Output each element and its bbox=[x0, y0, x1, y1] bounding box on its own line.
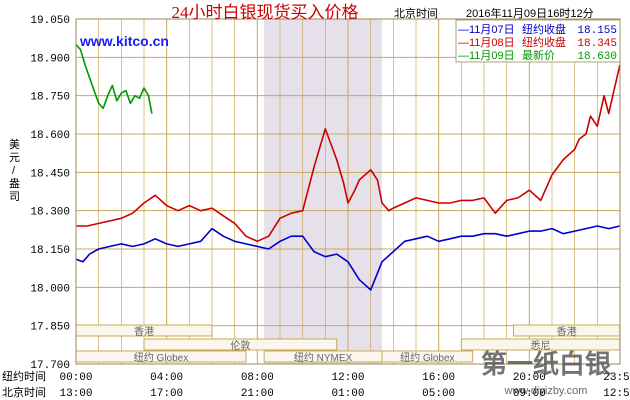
y-axis-label: 美元/盎司 bbox=[9, 138, 20, 203]
y-tick-label: 18.600 bbox=[30, 130, 70, 142]
series-line-11月09日 bbox=[75, 44, 153, 114]
ny-time-tick: 04:00 bbox=[150, 372, 183, 384]
series-line-11月07日 bbox=[75, 225, 620, 291]
bj-time-tick: 12:59 bbox=[603, 388, 630, 400]
market-session-label: 纽约 Globex bbox=[400, 351, 454, 364]
market-session-label: 纽约 NYMEX bbox=[294, 351, 353, 364]
chart-title: 24小时白银现货买入价格 bbox=[172, 3, 359, 22]
price-series bbox=[75, 44, 621, 291]
y-tick-label: 17.850 bbox=[30, 322, 70, 334]
legend-box bbox=[455, 19, 621, 63]
ny-time-tick: 12:00 bbox=[331, 372, 364, 384]
legend-value: 18.345 bbox=[577, 38, 617, 50]
y-tick-label: 18.450 bbox=[30, 168, 70, 180]
y-tick-label: 18.900 bbox=[30, 53, 70, 65]
market-session-bar bbox=[143, 338, 338, 351]
timezone-label: 北京时间 bbox=[394, 6, 438, 20]
ny-time-tick: 20:00 bbox=[513, 372, 546, 384]
market-session-bar bbox=[381, 350, 474, 363]
y-tick-label: 18.750 bbox=[30, 92, 70, 104]
legend-label: 纽约收盘 bbox=[522, 35, 566, 49]
plot-frame bbox=[75, 18, 621, 365]
ny-time-tick: 08:00 bbox=[241, 372, 274, 384]
ny-time-tick: 16:00 bbox=[422, 372, 455, 384]
y-tick-label: 18.300 bbox=[30, 207, 70, 219]
watermark-logo-text: 第一纸白银 bbox=[481, 349, 612, 379]
bj-time-tick: 21:00 bbox=[241, 388, 274, 400]
chart-grid bbox=[75, 18, 621, 365]
legend-date: —11月08日 bbox=[458, 37, 515, 49]
legend-value: 18.155 bbox=[577, 25, 617, 37]
bj-time-tick: 13:00 bbox=[59, 388, 92, 400]
bj-time-tick: 05:00 bbox=[422, 388, 455, 400]
market-session-label: 伦敦 bbox=[230, 339, 250, 352]
ny-time-tick: 00:00 bbox=[59, 372, 92, 384]
datetime-label: 2016年11月09日16时12分 bbox=[466, 6, 594, 20]
watermark: 第一纸白银 www.diyizby.com bbox=[481, 349, 612, 397]
ny-time-row-label: 纽约时间 bbox=[2, 369, 46, 383]
market-session-label: 悉尼 bbox=[531, 340, 551, 352]
legend-value: 18.630 bbox=[577, 51, 617, 63]
market-session-label: 纽约 Globex bbox=[134, 351, 188, 364]
bj-time-tick: 09:00 bbox=[513, 388, 546, 400]
watermark-url: www.diyizby.com bbox=[504, 385, 588, 397]
bj-time-tick: 17:00 bbox=[150, 388, 183, 400]
legend-date: —11月09日 bbox=[458, 50, 515, 62]
y-tick-label: 18.000 bbox=[30, 283, 70, 295]
y-tick-label: 18.150 bbox=[30, 245, 70, 257]
series-line-11月08日 bbox=[76, 64, 621, 243]
nymex-session-shade bbox=[264, 19, 382, 364]
legend-date: —11月07日 bbox=[458, 24, 515, 36]
bj-time-tick: 01:00 bbox=[331, 388, 364, 400]
legend-label: 纽约收盘 bbox=[522, 22, 566, 36]
axes: 19.050 18.900 18.750 18.600 18.450 18.300 18.1… bbox=[2, 15, 630, 400]
website-label: www.kitco.cn bbox=[79, 33, 169, 49]
bj-time-row-label: 北京时间 bbox=[2, 385, 46, 399]
legend: —11月07日 纽约收盘 18.155 —11月08日 纽约收盘 18.345 —11月09… bbox=[455, 19, 621, 63]
legend-label: 最新价 bbox=[522, 48, 555, 62]
market-session-label: 香港 bbox=[557, 326, 577, 338]
y-tick-label: 19.050 bbox=[30, 15, 70, 27]
ny-time-tick: 23:59 bbox=[603, 372, 630, 384]
market-session-label: 香港 bbox=[134, 326, 154, 338]
y-tick-label: 17.700 bbox=[30, 360, 70, 372]
